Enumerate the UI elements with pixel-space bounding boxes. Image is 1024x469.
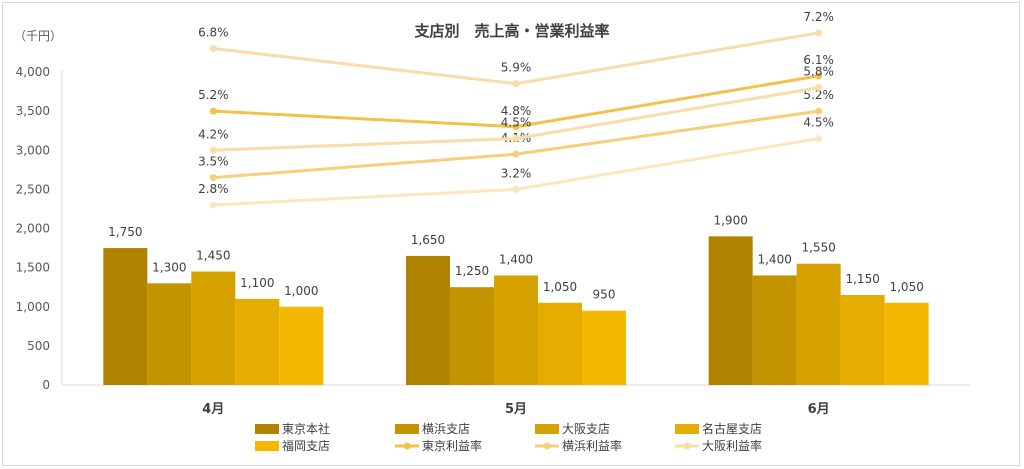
bar-横浜支店-6月	[752, 275, 797, 385]
y-tick-label: 1,500	[16, 261, 50, 275]
y-tick-label: 1,000	[16, 300, 50, 314]
bar-value-label: 1,400	[499, 252, 533, 266]
point-名古屋利益率	[815, 84, 823, 92]
legend-label: 横浜支店	[422, 422, 470, 436]
bar-value-label: 1,100	[240, 276, 274, 290]
point-横浜利益率	[209, 174, 217, 182]
line-value-label: 4.5%	[501, 116, 532, 130]
point-東京利益率	[815, 72, 823, 80]
legend-line-marker	[683, 442, 691, 450]
line-value-label: 5.2%	[198, 88, 229, 102]
y-tick-label: 2,000	[16, 222, 50, 236]
bar-福岡支店-4月	[279, 306, 324, 385]
point-東京利益率	[512, 123, 520, 131]
y-tick-label: 2,500	[16, 182, 50, 196]
bar-value-label: 1,250	[455, 264, 489, 278]
x-category-label: 4月	[202, 402, 224, 417]
bar-名古屋支店-6月	[840, 295, 885, 385]
bar-value-label: 1,650	[411, 233, 445, 247]
legend-label: 東京利益率	[422, 438, 482, 453]
x-category-label: 5月	[505, 402, 527, 417]
legend-label: 名古屋支店	[702, 421, 762, 436]
legend-line-marker	[543, 442, 551, 450]
bar-value-label: 1,150	[845, 272, 879, 286]
bar-value-label: 950	[593, 288, 616, 302]
bar-value-label: 1,050	[543, 280, 577, 294]
chart-title: 支店別 売上高・営業利益率	[413, 22, 609, 40]
line-value-label: 6.8%	[198, 26, 229, 40]
bar-series-group: 1,750 1,650 1,900 1,300 1,250 1,400 1,450 1,400…	[103, 213, 929, 385]
line-value-label: 4.2%	[198, 127, 229, 141]
y-tick-label: 4,000	[16, 65, 50, 79]
legend-swatch	[535, 424, 559, 434]
line-value-label: 7.2%	[803, 10, 834, 24]
legend-swatch	[395, 424, 419, 434]
bar-value-label: 1,750	[108, 225, 142, 239]
point-福岡利益率	[209, 201, 217, 209]
line-value-label: 4.5%	[803, 116, 834, 130]
bar-大阪支店-4月	[191, 271, 236, 385]
bar-value-label: 1,300	[152, 260, 186, 274]
point-福岡利益率	[815, 135, 823, 143]
bar-大阪支店-5月	[494, 275, 538, 385]
line-series-group: 5.2%4.8%6.1%3.5%4.1%5.2%6.8%5.9%7.2%4.2%…	[198, 10, 834, 209]
y-tick-label: 3,500	[16, 104, 50, 118]
y-axis-unit: （千円）	[14, 29, 62, 43]
bar-横浜支店-5月	[450, 287, 494, 385]
line-value-label: 5.8%	[803, 65, 834, 79]
bar-名古屋支店-4月	[235, 298, 280, 385]
line-value-label: 3.5%	[198, 155, 229, 169]
point-横浜利益率	[512, 150, 520, 158]
line-value-label: 3.2%	[501, 166, 532, 180]
legend-line-marker	[403, 442, 411, 450]
bar-横浜支店-4月	[147, 283, 192, 385]
y-tick-label: 3,000	[16, 143, 50, 157]
line-value-label: 5.9%	[501, 61, 532, 75]
bar-value-label: 1,050	[889, 280, 923, 294]
bar-value-label: 1,000	[284, 284, 318, 298]
point-大阪利益率	[815, 29, 823, 37]
x-category-label: 6月	[808, 402, 830, 417]
bar-value-label: 1,450	[196, 249, 230, 263]
bar-value-label: 1,900	[713, 213, 747, 227]
point-東京利益率	[209, 107, 217, 115]
bar-名古屋支店-5月	[538, 302, 582, 385]
bar-value-label: 1,400	[757, 252, 791, 266]
legend-swatch	[255, 441, 279, 451]
point-名古屋利益率	[512, 135, 520, 143]
line-value-label: 4.8%	[501, 104, 532, 118]
legend-swatch	[255, 424, 279, 434]
y-tick-label: 500	[27, 339, 50, 353]
line-value-label: 5.2%	[803, 88, 834, 102]
bar-東京本社-6月	[708, 236, 753, 385]
line-value-label: 6.1%	[803, 53, 834, 67]
legend-swatch	[675, 424, 699, 434]
bar-福岡支店-5月	[582, 310, 626, 385]
y-tick-label: 0	[42, 378, 50, 392]
point-福岡利益率	[512, 185, 520, 193]
bar-東京本社-4月	[103, 248, 148, 385]
point-大阪利益率	[209, 45, 217, 53]
bar-value-label: 1,550	[801, 241, 835, 255]
point-大阪利益率	[512, 80, 520, 88]
point-横浜利益率	[815, 107, 823, 115]
legend-label: 大阪支店	[562, 422, 610, 436]
legend-label: 福岡支店	[282, 438, 330, 453]
line-value-label: 2.8%	[198, 182, 229, 196]
legend-label: 大阪利益率	[702, 438, 762, 453]
point-名古屋利益率	[209, 146, 217, 154]
axes: 0 500 1,000 1,500 2,000 2,500 3,000 3,500 4,000 4…	[16, 65, 970, 417]
bar-福岡支店-6月	[884, 302, 929, 385]
legend-label: 東京本社	[282, 421, 330, 436]
bar-東京本社-5月	[406, 255, 450, 385]
line-大阪利益率	[213, 31, 819, 86]
legend-label: 横浜利益率	[562, 438, 622, 453]
bar-大阪支店-6月	[796, 263, 841, 385]
